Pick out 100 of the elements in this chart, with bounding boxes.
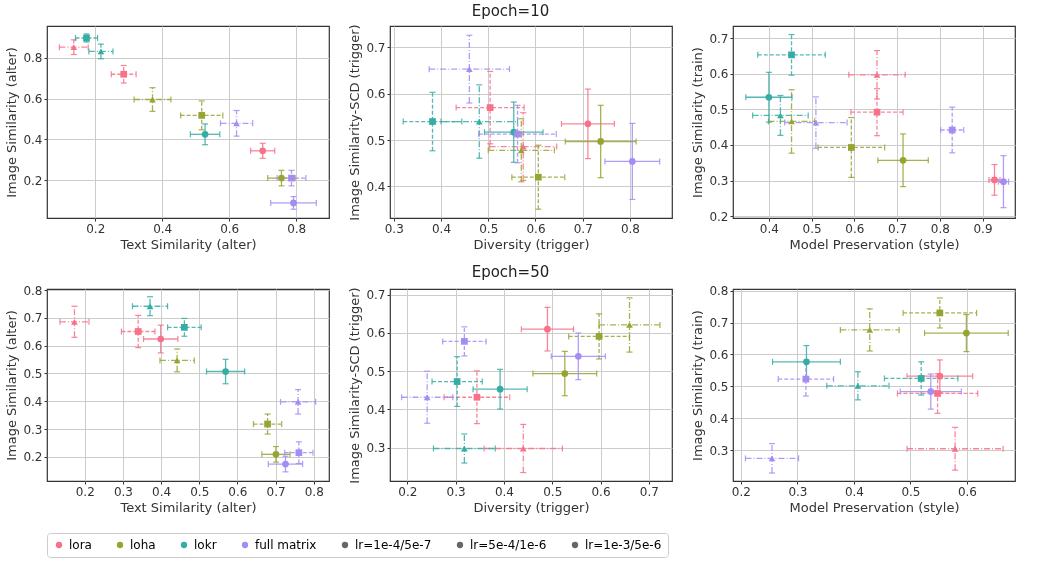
x-tick-label: 0.5 [543,484,563,499]
x-tick-label: 0.7 [888,221,908,236]
x-tick-label: 0.5 [190,484,210,499]
x-tick-label: 0.3 [384,221,404,236]
point [544,325,551,333]
point [466,66,473,73]
x-tick-label: 0.5 [802,221,822,236]
legend-label: lr=5e-4/1e-6 [470,538,547,552]
point [201,130,209,138]
x-tick-label: 0.4 [152,484,172,499]
point [626,322,633,328]
x-tick-label: 0.8 [287,221,307,236]
x-axis-title: Diversity (trigger) [473,499,590,515]
y-tick-label: 0.4 [709,411,729,426]
point [278,174,285,182]
y-axis-title: Image Similarity (alter) [4,47,20,198]
point [473,393,481,401]
x-axis-title: Model Preservation (style) [789,236,960,252]
point [288,174,295,182]
point [181,323,188,331]
y-tick-label: 0.6 [23,92,43,107]
point [461,338,468,345]
point [423,394,431,401]
x-axis-title: Text Similarity (alter) [119,499,257,515]
y-tick-label: 0.8 [23,283,43,298]
x-tick-label: 0.2 [398,484,418,499]
point [917,375,925,382]
y-tick-label: 0.6 [709,347,729,362]
x-tick-label: 0.6 [526,221,546,236]
point [866,326,874,333]
x-tick-label: 0.8 [930,221,950,236]
x-axis-title: Diversity (trigger) [473,236,590,252]
x-tick-label: 0.6 [591,484,611,499]
chart-title: Epoch=10 [471,2,550,21]
point [597,138,605,145]
y-tick-label: 0.4 [366,402,386,417]
x-tick-label: 0.4 [759,221,779,236]
point [873,71,881,78]
point [282,460,289,468]
point [198,112,206,119]
legend-label: loha [130,538,156,552]
point [936,372,944,380]
point [873,108,881,116]
point [788,51,795,59]
point [259,147,267,155]
point [453,378,461,385]
y-tick-label: 0.7 [366,40,386,55]
point [146,303,154,310]
y-tick-label: 0.5 [366,133,386,148]
point [71,318,78,325]
point [584,120,592,128]
y-tick-label: 0.7 [709,31,729,46]
x-tick-label: 0.5 [479,221,499,236]
point [628,158,636,165]
point [120,70,128,78]
point [134,328,142,335]
y-axis-title: Image Similarity (train) [690,47,706,198]
y-tick-label: 0.5 [709,102,729,117]
x-tick-label: 0.4 [431,221,452,236]
y-tick-label: 0.2 [23,450,43,465]
x-tick-label: 0.5 [901,484,921,499]
point [927,388,935,395]
y-tick-label: 0.3 [23,422,43,437]
point [295,449,303,457]
point [70,44,78,51]
point [561,370,569,377]
y-tick-label: 0.8 [709,284,729,299]
legend-label: lora [69,538,92,552]
point [514,130,521,138]
point [496,385,504,393]
y-tick-label: 0.6 [366,326,386,341]
y-tick-label: 0.7 [709,316,729,331]
y-tick-label: 0.4 [23,132,43,147]
point [936,309,944,317]
x-tick-label: 0.6 [220,221,240,236]
point [595,333,603,340]
y-tick-label: 0.2 [23,173,43,188]
point [294,398,302,405]
point [963,329,970,337]
chart-title: Epoch=50 [471,262,550,281]
legend-label: full matrix [255,538,317,552]
x-tick-label: 0.4 [494,484,515,499]
x-axis-title: Text Similarity (alter) [119,236,257,252]
x-tick-label: 0.8 [620,221,641,236]
x-tick-label: 0.9 [973,221,993,236]
point [429,118,436,125]
point [768,455,776,462]
x-tick-label: 0.8 [304,484,324,499]
x-tick-label: 0.6 [845,221,865,236]
y-axis-title: Image Similarity (train) [690,310,706,461]
y-tick-label: 0.5 [366,364,386,379]
point [517,147,525,154]
point [848,144,855,151]
point [948,126,956,134]
point [574,352,582,360]
x-tick-label: 0.4 [844,484,864,499]
y-tick-label: 0.6 [23,339,43,354]
y-tick-label: 0.3 [366,441,386,456]
y-tick-label: 0.7 [23,311,43,326]
x-tick-label: 0.7 [266,484,286,499]
